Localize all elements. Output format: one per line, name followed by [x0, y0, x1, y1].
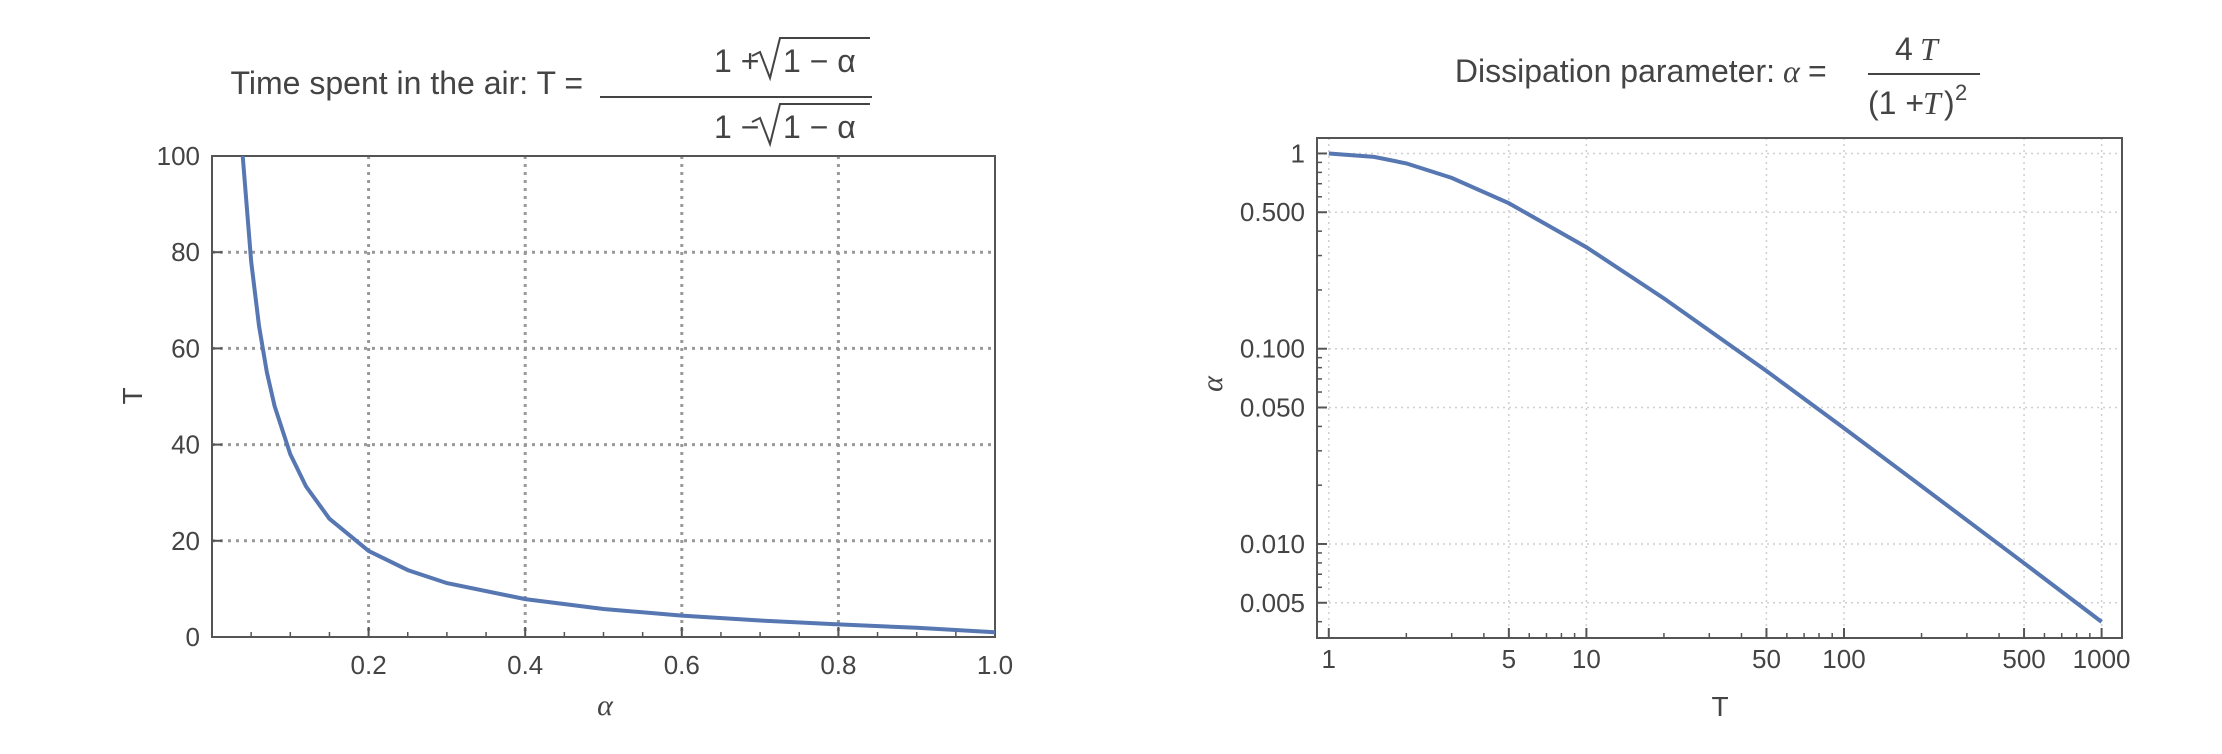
left-chart-title: Time spent in the air: T = 1 + 1 − α 1 −… [231, 37, 872, 148]
left-title-radicand-top: 1 − α [783, 43, 856, 79]
right-chart: 1 5 10 50 100 500 1000 1 0.500 0.100 0.050 0.010 0.0… [1196, 137, 2131, 722]
right-x-tick-label: 1 [1322, 644, 1336, 674]
left-x-tick-label: 0.4 [507, 650, 543, 680]
right-ticks: 1 5 10 50 100 500 1000 1 0.500 0.100 0.050 0.010 0.0… [1240, 138, 2131, 674]
right-y-tick-label: 0.100 [1240, 334, 1305, 364]
right-title-denominator-right: ) [1944, 85, 1955, 121]
right-x-tick-label: 100 [1822, 644, 1865, 674]
right-y-tick-label: 0.010 [1240, 529, 1305, 559]
left-x-tick-label: 0.2 [351, 650, 387, 680]
right-y-axis-label: α [1196, 375, 1229, 392]
right-x-tick-label: 500 [2002, 644, 2045, 674]
right-x-tick-label: 5 [1502, 644, 1516, 674]
right-title-numerator-var: T [1920, 31, 1940, 67]
right-y-tick-label: 0.005 [1240, 588, 1305, 618]
right-title-numerator: 4 [1895, 31, 1913, 67]
right-title-denominator-left: (1 + [1868, 85, 1924, 121]
left-title-prefix: Time spent in the air: T = [231, 65, 583, 101]
left-x-tick-label: 0.6 [664, 650, 700, 680]
left-y-axis-label: T [117, 387, 148, 404]
right-x-axis-label: T [1711, 691, 1728, 722]
left-grid [212, 156, 995, 637]
left-y-tick-label: 60 [171, 333, 200, 363]
right-series-line [1328, 151, 2103, 624]
left-title-numerator-prefix: 1 + [714, 43, 759, 79]
right-title-prefix: Dissipation parameter: [1455, 53, 1775, 89]
right-x-tick-label: 1000 [2073, 644, 2131, 674]
left-y-tick-label: 0 [186, 622, 200, 652]
left-y-tick-label: 20 [171, 526, 200, 556]
right-chart-title: Dissipation parameter: α = 4 T (1 + T ) … [1455, 31, 1980, 121]
left-x-tick-label: 0.8 [820, 650, 856, 680]
left-x-axis-label: α [597, 689, 614, 722]
right-x-tick-label: 50 [1752, 644, 1781, 674]
left-title-sqrt-bottom [751, 103, 870, 148]
right-title-exponent: 2 [1955, 80, 1967, 105]
left-plot-frame [211, 155, 996, 638]
left-title-radicand-bottom: 1 − α [783, 109, 856, 145]
right-y-tick-label: 1 [1291, 138, 1305, 168]
right-y-tick-label: 0.050 [1240, 393, 1305, 423]
right-grid [1317, 138, 2122, 638]
right-title-var: α [1783, 53, 1801, 89]
left-series-line [240, 155, 996, 635]
right-title-eq: = [1808, 53, 1827, 89]
right-title-denominator-var: T [1923, 85, 1943, 121]
left-title-sqrt-top [751, 37, 870, 82]
right-y-tick-label: 0.500 [1240, 197, 1305, 227]
left-x-tick-label: 1.0 [977, 650, 1013, 680]
left-title-denominator-prefix: 1 − [714, 109, 759, 145]
right-x-tick-label: 10 [1572, 644, 1601, 674]
left-y-tick-label: 80 [171, 237, 200, 267]
right-plot-frame [1316, 137, 2123, 639]
left-ticks: 0.2 0.4 0.6 0.8 1.0 0 20 40 60 80 100 [157, 141, 1013, 680]
left-y-tick-label: 100 [157, 141, 200, 171]
left-y-tick-label: 40 [171, 430, 200, 460]
left-chart: 0.2 0.4 0.6 0.8 1.0 0 20 40 60 80 100 α T [117, 141, 1013, 722]
